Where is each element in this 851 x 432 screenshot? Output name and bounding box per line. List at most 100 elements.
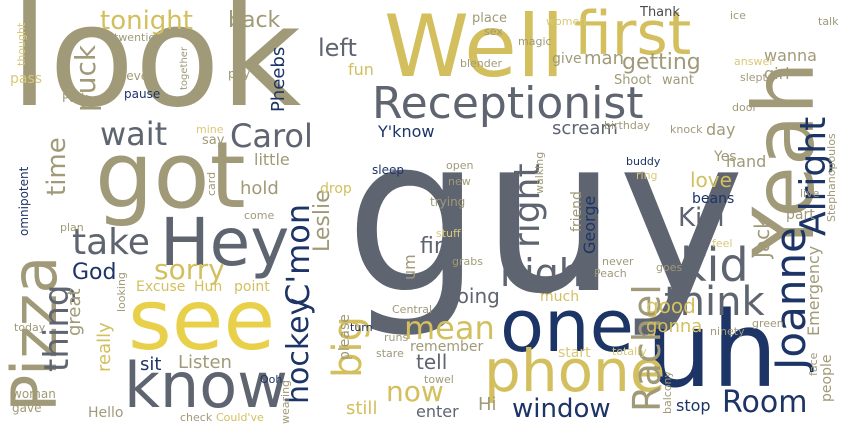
word-getting: getting	[622, 50, 701, 75]
word-hand: hand	[726, 152, 767, 171]
word-sleep: sleep	[372, 163, 404, 177]
word-window: window	[512, 394, 611, 424]
word-carol: Carol	[230, 117, 313, 155]
word-place: place	[472, 11, 507, 26]
word-beans: beans	[692, 191, 735, 207]
word-door: door	[732, 101, 757, 114]
word-huh: Huh	[194, 279, 223, 295]
word-card: card	[205, 171, 218, 196]
word-hi: Hi	[478, 394, 497, 415]
word-take: take	[72, 222, 150, 263]
word-little: little	[254, 150, 290, 169]
word-man: man	[584, 48, 624, 69]
word-kid: kid	[680, 238, 749, 292]
word-point: point	[234, 279, 270, 295]
word-towel: towel	[424, 373, 454, 386]
word-green: green	[752, 317, 784, 330]
word-start: start	[558, 345, 591, 361]
word-left: left	[318, 34, 357, 62]
word-women: women	[546, 15, 587, 28]
word-kiki: Kiki	[678, 203, 725, 233]
word-ninety: ninety	[710, 325, 745, 338]
word-today: today	[14, 321, 46, 334]
word-much: much	[540, 289, 580, 305]
word-back: back	[228, 8, 281, 33]
word-magic: magic	[518, 35, 552, 48]
word-great: great	[64, 288, 85, 336]
word-time: time	[42, 137, 72, 196]
word-trying: trying	[430, 195, 466, 209]
word-day: day	[706, 120, 736, 139]
word-ice: ice	[730, 9, 746, 22]
word-blender: blender	[460, 57, 503, 70]
word-open: open	[446, 159, 474, 172]
word-drop: drop	[320, 181, 352, 197]
word-phone: phone	[484, 337, 666, 405]
word-say: say	[202, 133, 225, 148]
word-god: God	[72, 260, 117, 285]
word-sit: sit	[140, 354, 162, 375]
word-room: Room	[722, 385, 808, 420]
word-ooh: Ooh	[260, 373, 283, 386]
word-runs: runs	[384, 331, 409, 344]
word-couldve: Could've	[216, 411, 264, 424]
word-check: check	[180, 411, 213, 424]
word-sorry: sorry	[154, 253, 225, 286]
word-see: see	[128, 271, 276, 369]
word-mean: mean	[404, 309, 495, 347]
word-wait: wait	[100, 115, 168, 153]
word-birthday: birthday	[604, 119, 651, 132]
word-receptionist: Receptionist	[372, 78, 644, 129]
word-love: love	[690, 168, 732, 192]
word-looking: looking	[115, 272, 128, 312]
word-mine: mine	[196, 123, 224, 136]
word-part: part	[786, 207, 815, 223]
word-first: first	[574, 0, 692, 69]
word-fun: fun	[348, 60, 374, 79]
word-talk: talk	[818, 15, 839, 28]
word-omnipotent: omnipotent	[17, 166, 31, 236]
word-perk: Perk	[62, 91, 89, 105]
word-look: look	[10, 0, 302, 139]
word-emergency: Emergency	[804, 245, 823, 336]
word-yes: Yes	[714, 149, 737, 165]
word-night: night	[500, 251, 598, 295]
word-now: now	[386, 375, 444, 408]
word-want: want	[662, 73, 694, 88]
word-feel: feel	[712, 237, 733, 250]
word-thank: Thank	[640, 5, 680, 20]
word-stuff: stuff	[436, 227, 461, 240]
word-yknow: Y'know	[378, 122, 435, 141]
word-thought: thought	[15, 22, 28, 66]
word-walking: walking	[533, 151, 546, 194]
word-buddy: buddy	[626, 155, 661, 168]
word-seven: seven	[120, 69, 156, 83]
word-live: live	[800, 187, 820, 200]
word-goes: goes	[656, 261, 683, 274]
word-ring: ring	[636, 169, 658, 182]
word-hold: hold	[240, 178, 279, 199]
word-sex: sex	[484, 25, 503, 38]
word-girl: girl	[764, 64, 790, 83]
word-face: face	[807, 352, 820, 376]
word-come: come	[244, 209, 275, 222]
word-stop: stop	[676, 396, 711, 415]
word-shoot: Shoot	[614, 73, 652, 88]
word-really: really	[94, 322, 115, 372]
word-answer: answer	[734, 55, 774, 68]
word-give: give	[552, 51, 582, 67]
word-pass: pass	[10, 71, 43, 87]
word-good: good	[646, 294, 696, 318]
word-excuse: Excuse	[136, 279, 186, 295]
word-guy: guy	[345, 90, 745, 341]
word-turn: turn	[350, 321, 373, 334]
word-wearing: wearing	[279, 379, 292, 424]
word-fine: fine	[420, 234, 462, 259]
word-tell: tell	[416, 350, 448, 374]
word-knock: knock	[670, 123, 703, 136]
word-together: together	[179, 46, 190, 90]
word-balcony: balcony	[661, 370, 674, 414]
word-pheebs: Pheebs	[268, 46, 289, 112]
word-think: think	[664, 279, 765, 325]
